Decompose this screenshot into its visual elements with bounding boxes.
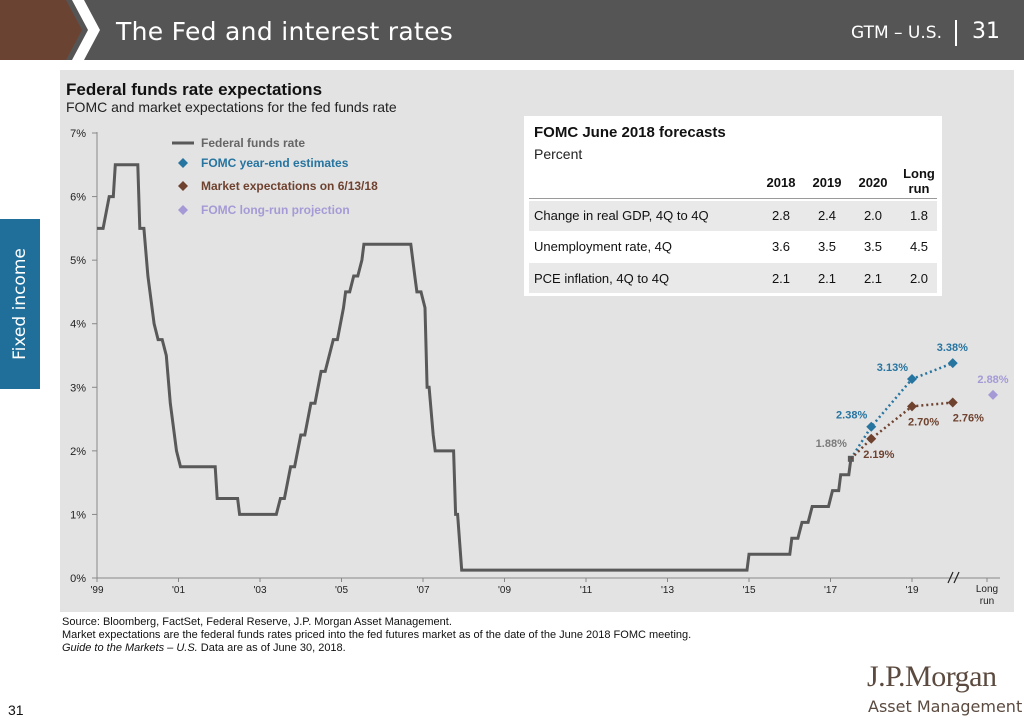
market-expectation-point (947, 397, 958, 408)
table-cell: 3.6 (771, 239, 791, 254)
table-row-label: PCE inflation, 4Q to 4Q (534, 271, 670, 286)
axis-break-mark (947, 571, 954, 584)
table-cell: 3.5 (817, 239, 837, 254)
legend-diamond-swatch (178, 205, 188, 215)
table-cell: 2.8 (771, 208, 791, 223)
fomc-estimate-point (866, 421, 877, 432)
y-tick-label: 0% (70, 573, 86, 585)
table-cell: 2.1 (771, 271, 791, 286)
table-row-label: Unemployment rate, 4Q (534, 239, 673, 254)
forecast-table: FOMC June 2018 forecasts Percent 2018 20… (524, 116, 942, 296)
fomc-estimate-label: 3.38% (937, 342, 968, 354)
table-col-header: 2020 (858, 175, 888, 190)
table-col-header: 2018 (766, 175, 796, 190)
table-header-rule (529, 198, 937, 199)
market-expectation-point (866, 433, 877, 444)
asset-management-logo: Asset Management (868, 697, 1023, 716)
fomc-estimate-point (947, 358, 958, 369)
table-col-header: Long run (903, 166, 935, 196)
legend-diamond-swatch (178, 181, 188, 191)
table-cell: 2.4 (817, 208, 837, 223)
legend-label: Market expectations on 6/13/18 (201, 179, 378, 193)
table-col-header: 2019 (812, 175, 842, 190)
header-bar: The Fed and interest rates GTM – U.S. 31 (0, 0, 1024, 60)
y-tick-label: 4% (70, 319, 86, 331)
fomc-estimate-point (907, 374, 917, 385)
fed-funds-rate-line (97, 163, 853, 572)
guide-series-label: GTM – U.S. (851, 23, 942, 43)
x-tick-label: Long (976, 584, 998, 595)
header-page-number: 31 (972, 19, 1000, 44)
table-cell: 4.5 (909, 239, 929, 254)
table-cell: 1.8 (909, 208, 929, 223)
guide-name: Guide to the Markets – U.S. (62, 642, 198, 654)
fomc-estimate-label: 3.13% (877, 362, 908, 374)
x-tick-label: '01 (172, 585, 185, 596)
legend-label: FOMC year-end estimates (201, 156, 349, 170)
source-note: Source: Bloomberg, FactSet, Federal Rese… (62, 616, 452, 628)
header-divider (955, 20, 957, 46)
x-tick-label: '13 (661, 585, 674, 596)
y-tick-label: 1% (70, 509, 86, 521)
guide-date-note: Guide to the Markets – U.S. Data are as … (62, 642, 346, 654)
legend-label: FOMC long-run projection (201, 203, 350, 217)
table-row-label: Change in real GDP, 4Q to 4Q (534, 208, 709, 223)
x-tick-label: '11 (580, 585, 593, 596)
x-tick-label: '09 (498, 585, 511, 596)
y-tick-label: 6% (70, 192, 86, 204)
table-cell: 2.0 (909, 271, 929, 286)
jpmorgan-logo: J.P.Morgan (867, 660, 997, 693)
x-tick-label: run (980, 596, 994, 607)
market-expectations-note: Market expectations are the federal fund… (62, 629, 692, 641)
header-background (0, 0, 1024, 60)
x-tick-label: '99 (90, 585, 103, 596)
market-expectation-point (907, 401, 917, 412)
section-tab[interactable]: Fixed income (0, 219, 40, 389)
data-date: Data are as of June 30, 2018. (197, 642, 346, 654)
x-tick-label: '07 (416, 585, 429, 596)
forecast-table-title: FOMC June 2018 forecasts (534, 124, 726, 141)
market-expectation-label: 2.76% (953, 413, 984, 425)
x-tick-label: '15 (742, 585, 755, 596)
x-tick-label: '03 (253, 585, 266, 596)
x-tick-label: '19 (905, 585, 918, 596)
forecast-table-unit: Percent (534, 146, 583, 162)
long-run-projection-point (988, 389, 998, 400)
axis-break-mark (953, 571, 960, 584)
x-tick-label: '17 (824, 585, 837, 596)
y-tick-label: 2% (70, 446, 86, 458)
chart-subtitle: FOMC and market expectations for the fed… (66, 99, 397, 115)
market-expectation-label: 2.70% (908, 416, 939, 428)
page-number: 31 (8, 702, 24, 718)
table-cell: 2.1 (863, 271, 883, 286)
market-expectation-label: 2.19% (863, 449, 894, 461)
table-cell: 2.1 (817, 271, 837, 286)
legend-diamond-swatch (178, 158, 188, 168)
table-row-stripe (529, 263, 937, 293)
current-rate-label: 1.88% (816, 438, 847, 450)
table-cell: 2.0 (863, 208, 883, 223)
chart-title: Federal funds rate expectations (66, 80, 323, 99)
market-expectations-line (849, 401, 953, 460)
table-cell: 3.5 (863, 239, 883, 254)
fomc-estimate-label: 2.38% (836, 410, 867, 422)
y-tick-label: 5% (70, 255, 86, 267)
long-run-projection-label: 2.88% (977, 374, 1008, 386)
page-title: The Fed and interest rates (116, 17, 454, 46)
y-tick-label: 7% (70, 128, 86, 140)
table-row-stripe (529, 201, 937, 231)
y-tick-label: 3% (70, 382, 86, 394)
x-tick-label: '05 (335, 585, 348, 596)
legend-label: Federal funds rate (201, 136, 305, 150)
